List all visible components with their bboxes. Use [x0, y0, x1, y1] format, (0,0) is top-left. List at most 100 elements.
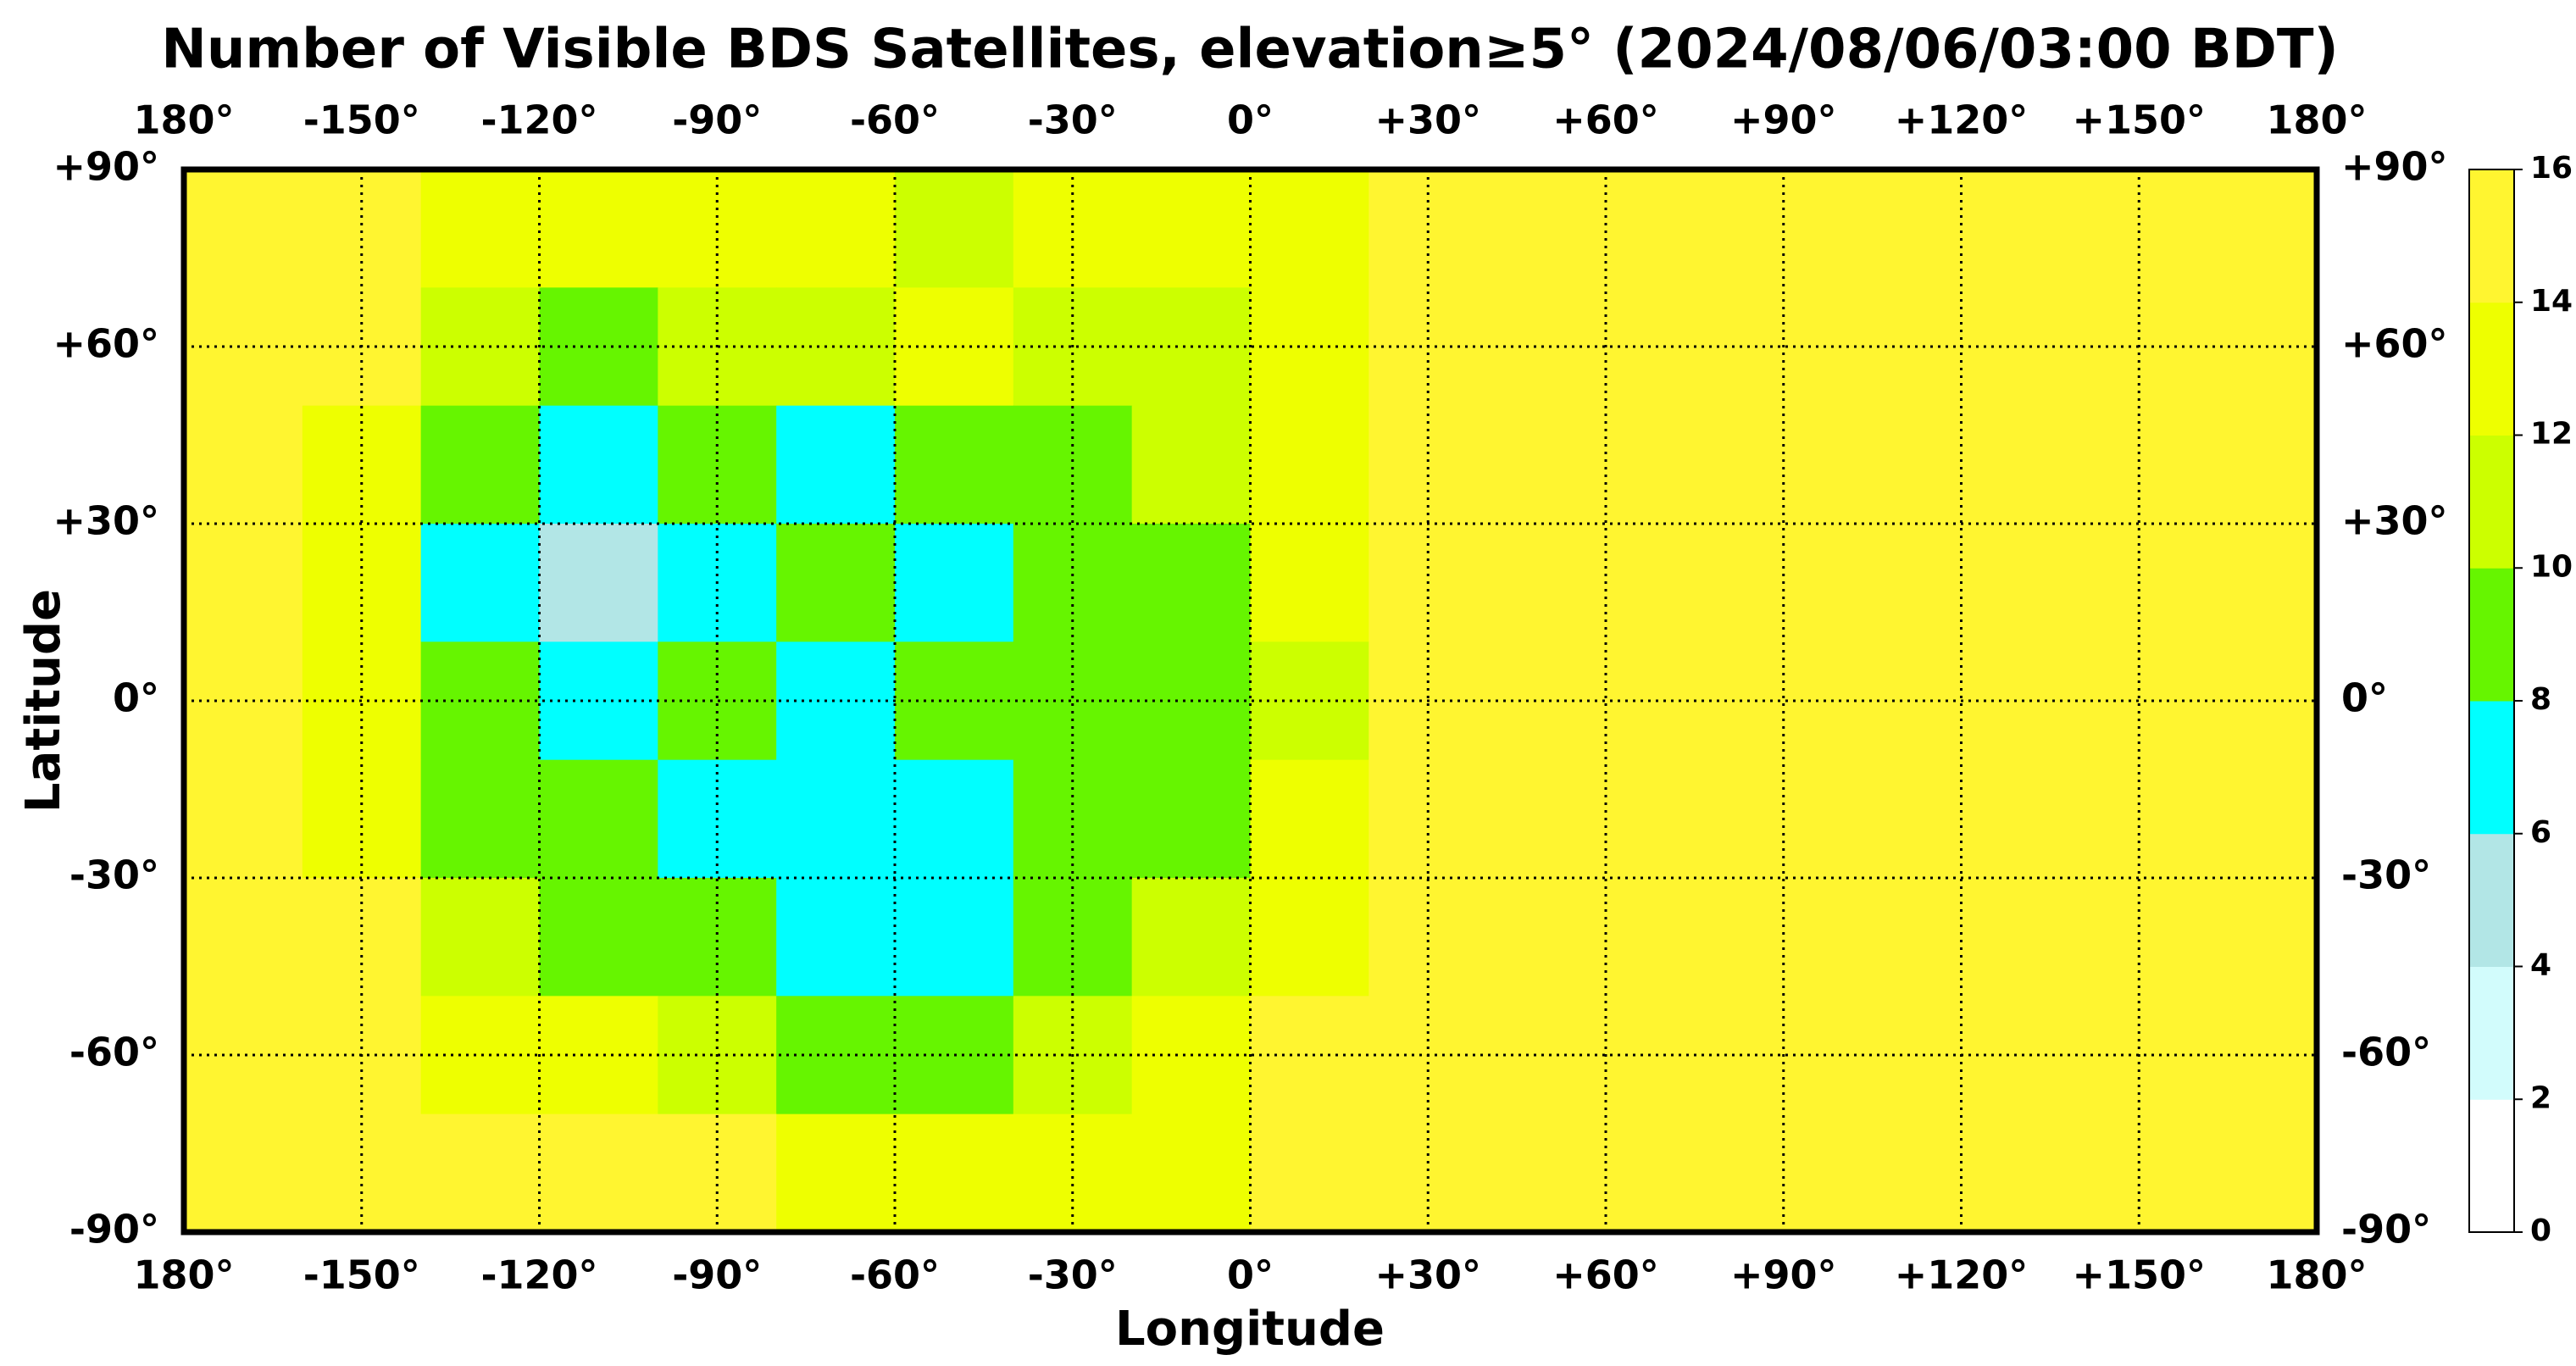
- heat-cell: [1487, 287, 1607, 407]
- heat-cell: [1368, 1113, 1488, 1233]
- heat-cell: [776, 878, 896, 997]
- y-tick-label: +90°: [2341, 144, 2448, 190]
- heat-cell: [895, 1113, 1014, 1233]
- colorbar-tick-label: 2: [2530, 1080, 2551, 1115]
- heat-cell: [184, 996, 303, 1115]
- colorbar-segment: [2469, 169, 2514, 303]
- heat-cell: [539, 759, 658, 879]
- heat-cell: [539, 878, 658, 997]
- x-axis-label: Longitude: [1115, 1302, 1385, 1357]
- heat-cell: [2079, 169, 2199, 288]
- heat-cell: [184, 878, 303, 997]
- x-tick-label: +150°: [2072, 1252, 2206, 1298]
- heat-cell: [1250, 878, 1369, 997]
- heat-cell: [776, 524, 896, 642]
- heat-cell: [776, 169, 896, 288]
- heat-cell: [1487, 641, 1607, 761]
- heat-cell: [1724, 641, 1844, 761]
- x-tick-label: -90°: [672, 1252, 762, 1298]
- colorbar-tick-label: 14: [2530, 284, 2573, 319]
- y-tick-label: -90°: [69, 1207, 159, 1252]
- heat-cell: [1724, 405, 1844, 525]
- x-tick-label: 180°: [133, 97, 234, 143]
- y-tick-label: -90°: [2341, 1207, 2431, 1252]
- x-tick-label: -150°: [303, 97, 420, 143]
- heat-cell: [302, 405, 422, 525]
- heat-cell: [1131, 759, 1251, 879]
- heat-cell: [1013, 641, 1133, 761]
- heat-cell: [184, 524, 303, 642]
- heat-cell: [1724, 169, 1844, 288]
- heat-cell: [776, 405, 896, 525]
- y-tick-label: 0°: [113, 675, 159, 721]
- heat-cell: [2198, 287, 2318, 407]
- y-tick-label: +60°: [53, 321, 159, 367]
- heat-cell: [184, 169, 303, 288]
- heat-cell: [1250, 524, 1369, 642]
- heat-cell: [1131, 405, 1251, 525]
- x-tick-label: -90°: [672, 97, 762, 143]
- heat-cell: [2198, 996, 2318, 1115]
- heat-cell: [1013, 169, 1133, 288]
- x-tick-label: +120°: [1895, 1252, 2029, 1298]
- heat-cell: [1606, 169, 1725, 288]
- heat-cell: [1606, 524, 1725, 642]
- y-tick-label: -30°: [69, 852, 159, 898]
- x-tick-label: 0°: [1227, 97, 1274, 143]
- y-axis-label: Latitude: [16, 589, 71, 813]
- x-tick-label: +30°: [1374, 1252, 1481, 1298]
- heat-cell: [2079, 405, 2199, 525]
- colorbar-tick-label: 4: [2530, 948, 2551, 983]
- heat-cell: [2198, 759, 2318, 879]
- heat-cell: [420, 1113, 540, 1233]
- heat-cell: [1961, 878, 2080, 997]
- heat-cell: [2079, 1113, 2199, 1233]
- heat-cell: [420, 405, 540, 525]
- heat-cell: [302, 1113, 422, 1233]
- heat-cell: [1487, 169, 1607, 288]
- heat-cell: [1842, 169, 1962, 288]
- heat-cell: [1250, 169, 1369, 288]
- heat-cell: [1961, 169, 2080, 288]
- heat-cell: [1250, 405, 1369, 525]
- heat-cell: [420, 878, 540, 997]
- y-tick-label: 0°: [2341, 675, 2388, 721]
- heat-cell: [184, 405, 303, 525]
- heat-cell: [1368, 169, 1488, 288]
- heat-cell: [1842, 1113, 1962, 1233]
- heat-cell: [2198, 1113, 2318, 1233]
- heat-cell: [1250, 287, 1369, 407]
- heat-cell: [539, 524, 658, 642]
- x-tick-label: -60°: [850, 1252, 940, 1298]
- heat-cell: [420, 169, 540, 288]
- heat-cell: [302, 878, 422, 997]
- heat-cell: [1842, 878, 1962, 997]
- x-tick-label: -120°: [480, 1252, 597, 1298]
- colorbar-tick-label: 16: [2530, 151, 2573, 186]
- x-tick-label: +60°: [1552, 97, 1659, 143]
- plot-frame: [180, 166, 2320, 1236]
- heat-cell: [184, 1113, 303, 1233]
- heat-cell: [1961, 1113, 2080, 1233]
- colorbar-tick-label: 12: [2530, 417, 2573, 452]
- heat-cell: [2198, 405, 2318, 525]
- x-tick-label: +120°: [1895, 97, 2029, 143]
- x-tick-label: -60°: [850, 97, 940, 143]
- heat-cell: [1724, 878, 1844, 997]
- heat-cell: [1368, 405, 1488, 525]
- heat-cell: [1961, 405, 2080, 525]
- heat-cell: [302, 169, 422, 288]
- heat-cell: [2198, 878, 2318, 997]
- y-tick-label: +60°: [2341, 321, 2448, 367]
- heat-cell: [539, 641, 658, 761]
- colorbar-segment: [2469, 1099, 2514, 1233]
- heat-cell: [1842, 524, 1962, 642]
- heat-cell: [895, 169, 1014, 288]
- heat-cell: [658, 169, 777, 288]
- heat-cell: [1842, 759, 1962, 879]
- heat-cell: [420, 524, 540, 642]
- colorbar-tick-label: 10: [2530, 549, 2573, 584]
- colorbar-tick-label: 0: [2530, 1213, 2551, 1248]
- heat-cell: [184, 641, 303, 761]
